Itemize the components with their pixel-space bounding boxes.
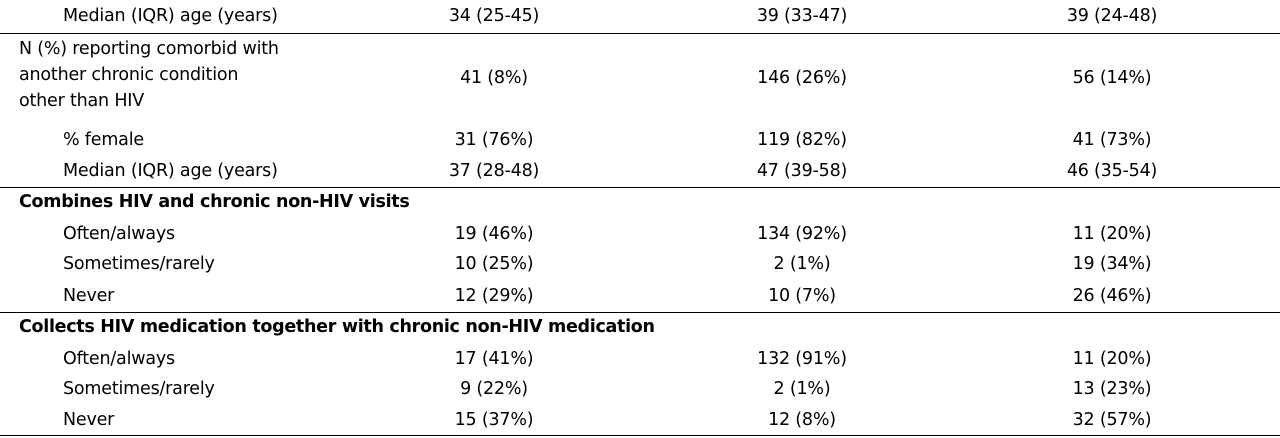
cell-col2: 132 (91%) [757, 349, 847, 369]
row-label-line: another chronic condition [19, 65, 239, 85]
cell-col1: 9 (22%) [460, 379, 528, 399]
cell-col3: 39 (24-48) [1066, 6, 1158, 26]
row-label: Median (IQR) age (years) [63, 6, 278, 26]
cell-col1: 41 (8%) [460, 68, 528, 88]
row-divider [0, 187, 1280, 188]
section-heading: Collects HIV medication together with ch… [19, 317, 655, 337]
table-row: Often/always 19 (46%) 134 (92%) 11 (20%) [0, 220, 1280, 250]
cell-col2: 39 (33-47) [756, 6, 848, 26]
cell-col3: 11 (20%) [1072, 349, 1152, 369]
section-heading: Combines HIV and chronic non-HIV visits [19, 192, 410, 212]
cell-col3: 32 (57%) [1072, 410, 1152, 430]
cell-col2: 2 (1%) [773, 254, 831, 274]
cell-col1: 12 (29%) [454, 286, 534, 306]
cell-col2: 47 (39-58) [756, 161, 848, 181]
table-row: Median (IQR) age (years) 37 (28-48) 47 (… [0, 156, 1280, 188]
cell-col2: 12 (8%) [768, 410, 836, 430]
cell-col3: 11 (20%) [1072, 224, 1152, 244]
cell-col1: 34 (25-45) [448, 6, 540, 26]
row-label: Median (IQR) age (years) [63, 161, 278, 181]
table-row: Often/always 17 (41%) 132 (91%) 11 (20%) [0, 345, 1280, 375]
cell-col2: 146 (26%) [757, 68, 847, 88]
row-label-line: N (%) reporting comorbid with [19, 39, 279, 59]
cell-col2: 134 (92%) [757, 224, 847, 244]
row-label: Never [63, 286, 115, 306]
cell-col1: 17 (41%) [454, 349, 534, 369]
table-row: Sometimes/rarely 10 (25%) 2 (1%) 19 (34%… [0, 250, 1280, 281]
table-row: Sometimes/rarely 9 (22%) 2 (1%) 13 (23%) [0, 375, 1280, 406]
cell-col3: 13 (23%) [1072, 379, 1152, 399]
cell-col3: 56 (14%) [1072, 68, 1152, 88]
table-row: Never 12 (29%) 10 (7%) 26 (46%) [0, 281, 1280, 313]
cell-col2: 119 (82%) [757, 130, 847, 150]
cell-col1: 19 (46%) [454, 224, 534, 244]
row-label: Never [63, 410, 115, 430]
cell-col1: 15 (37%) [454, 410, 534, 430]
cell-col1: 10 (25%) [454, 254, 534, 274]
cell-col2: 10 (7%) [768, 286, 836, 306]
section-header-row: Collects HIV medication together with ch… [0, 313, 1280, 345]
cell-col3: 19 (34%) [1072, 254, 1152, 274]
section-header-row: Combines HIV and chronic non-HIV visits [0, 188, 1280, 220]
row-label-multiline: N (%) reporting comorbid with another ch… [19, 36, 279, 114]
table-row: % female 31 (76%) 119 (82%) 41 (73%) [0, 126, 1280, 156]
table-row: Median (IQR) age (years) 34 (25-45) 39 (… [0, 0, 1280, 34]
cell-col1: 37 (28-48) [448, 161, 540, 181]
cell-col3: 26 (46%) [1072, 286, 1152, 306]
row-label: Often/always [63, 224, 175, 244]
cell-col1: 31 (76%) [454, 130, 534, 150]
row-label: Often/always [63, 349, 175, 369]
table-bottom-rule [0, 435, 1280, 436]
cell-col3: 46 (35-54) [1066, 161, 1158, 181]
table-row: N (%) reporting comorbid with another ch… [0, 34, 1280, 126]
row-label: Sometimes/rarely [63, 254, 215, 274]
row-label-line: other than HIV [19, 91, 145, 111]
row-label: % female [63, 130, 144, 150]
row-divider [0, 312, 1280, 313]
table-row: Never 15 (37%) 12 (8%) 32 (57%) [0, 406, 1280, 436]
row-divider [0, 33, 1280, 34]
row-label: Sometimes/rarely [63, 379, 215, 399]
cell-col2: 2 (1%) [773, 379, 831, 399]
cell-col3: 41 (73%) [1072, 130, 1152, 150]
